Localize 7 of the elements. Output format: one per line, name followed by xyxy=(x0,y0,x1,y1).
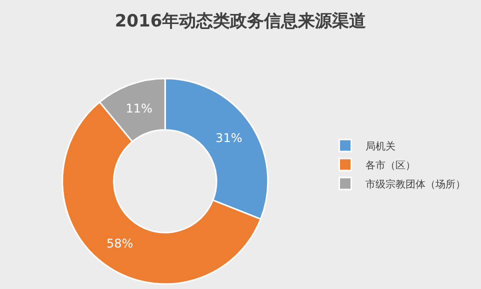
legend-label: 局机关 xyxy=(365,140,396,152)
legend-label: 市级宗教团体（场所） xyxy=(365,178,466,190)
data-label: 31% xyxy=(216,130,242,145)
legend-label: 各市（区） xyxy=(365,159,416,172)
chart-title: 2016年动态类政务信息来源渠道 xyxy=(114,11,366,32)
data-label: 11% xyxy=(126,102,152,116)
data-label: 58% xyxy=(106,236,134,251)
